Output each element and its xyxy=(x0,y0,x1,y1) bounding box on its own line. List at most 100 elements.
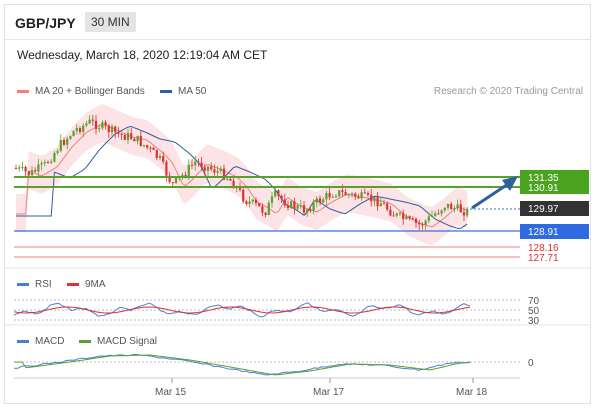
candle-body xyxy=(382,203,386,205)
candle-body xyxy=(98,128,101,130)
candle-body xyxy=(136,135,139,142)
candle-body xyxy=(322,199,325,203)
macd-legend: MACD xyxy=(17,336,64,347)
candle-body xyxy=(210,166,213,170)
candle-body xyxy=(114,126,117,133)
candle-body xyxy=(360,192,363,199)
candle-body xyxy=(264,212,267,215)
rsi-swatch xyxy=(17,283,29,286)
macd-signal-line xyxy=(14,354,471,376)
timestamp-line: Wednesday, March 18, 2020 12:19:04 AM CE… xyxy=(17,48,268,62)
ma20-swatch xyxy=(17,90,29,93)
candle-body xyxy=(146,145,149,148)
candle-body xyxy=(450,203,453,210)
candle-body xyxy=(370,194,373,202)
candle-body xyxy=(165,161,168,176)
last-price-tag xyxy=(520,201,589,216)
candle-body xyxy=(446,203,450,208)
support-3-label: 127.71 xyxy=(528,253,559,264)
candle-body xyxy=(24,166,27,172)
macd-signal-legend: MACD Signal xyxy=(79,336,157,347)
candle-body xyxy=(174,177,178,183)
ma50-swatch xyxy=(160,90,172,93)
candle-body xyxy=(21,166,24,168)
candle-body xyxy=(392,215,395,217)
support-1-label: 128.91 xyxy=(528,227,559,238)
candle-body xyxy=(85,123,88,126)
macd-zero-label: 0 xyxy=(528,358,534,369)
candle-body xyxy=(226,178,229,180)
candle-body xyxy=(206,166,210,171)
candle-body xyxy=(379,203,382,207)
macd-swatch xyxy=(17,340,29,343)
candle-body xyxy=(242,189,245,202)
candle-body xyxy=(331,196,334,198)
candle-body xyxy=(254,199,258,204)
candle-body xyxy=(258,203,261,207)
candle-body xyxy=(78,128,82,132)
candle-body xyxy=(91,119,94,121)
candle-body xyxy=(162,156,165,162)
candle-body xyxy=(414,218,418,223)
candle-body xyxy=(101,122,104,129)
ma20-legend-label: MA 20 + Bollinger Bands xyxy=(35,86,145,97)
candle-body xyxy=(14,168,18,169)
candle-body xyxy=(267,202,270,215)
candle-body xyxy=(286,205,290,209)
candle-body xyxy=(181,174,184,177)
candle-body xyxy=(123,135,126,140)
candle-body xyxy=(440,210,443,214)
candle-body xyxy=(133,138,136,142)
candle-body xyxy=(325,193,328,200)
candle-body xyxy=(363,192,366,194)
candle-body xyxy=(126,133,130,140)
candle-body xyxy=(290,201,293,209)
candle-body xyxy=(232,180,235,189)
candle-body xyxy=(270,196,274,203)
candle-body xyxy=(354,193,357,197)
candle-body xyxy=(309,209,312,212)
chart-card: GBP/JPY 30 MIN Wednesday, March 18, 2020… xyxy=(4,4,591,404)
candle-body xyxy=(43,162,46,164)
candle-body xyxy=(459,204,462,213)
candle-body xyxy=(312,202,315,212)
timeframe-badge[interactable]: 30 MIN xyxy=(85,12,136,32)
ma20-legend: MA 20 + Bollinger Bands xyxy=(17,86,145,97)
resistance-2-label: 130.91 xyxy=(528,183,559,194)
candle-body xyxy=(350,193,354,195)
candle-body xyxy=(200,162,203,168)
ma50-legend: MA 50 xyxy=(160,86,206,97)
x-label-mar17: Mar 17 xyxy=(313,387,345,398)
rsi-ma-line xyxy=(13,306,471,314)
candlesticks xyxy=(14,114,469,230)
candle-body xyxy=(213,169,216,173)
candle-body xyxy=(302,205,306,213)
macd-legend-label: MACD xyxy=(35,336,65,347)
candle-body xyxy=(296,205,299,209)
candle-body xyxy=(238,186,242,190)
candle-body xyxy=(222,168,226,180)
candle-body xyxy=(168,175,171,183)
candle-body xyxy=(184,174,187,177)
candle-body xyxy=(408,216,411,219)
candle-body xyxy=(18,167,21,169)
candle-body xyxy=(142,145,146,147)
x-label-mar15: Mar 15 xyxy=(155,387,187,398)
candle-body xyxy=(194,161,197,166)
candle-body xyxy=(277,190,280,196)
rsi-ma-legend-label: 9MA xyxy=(85,279,106,290)
candle-body xyxy=(427,216,430,221)
candle-body xyxy=(69,136,72,139)
candle-body xyxy=(376,197,379,207)
candle-body xyxy=(405,216,408,220)
candle-body xyxy=(139,135,142,146)
candle-body xyxy=(216,170,219,173)
candle-body xyxy=(72,130,75,137)
candle-body xyxy=(456,204,459,209)
candle-body xyxy=(261,206,264,213)
chart-header: GBP/JPY 30 MIN xyxy=(5,5,590,40)
candle-body xyxy=(280,195,283,200)
currency-pair-title: GBP/JPY xyxy=(15,15,76,31)
support-2-label: 128.16 xyxy=(528,243,559,254)
